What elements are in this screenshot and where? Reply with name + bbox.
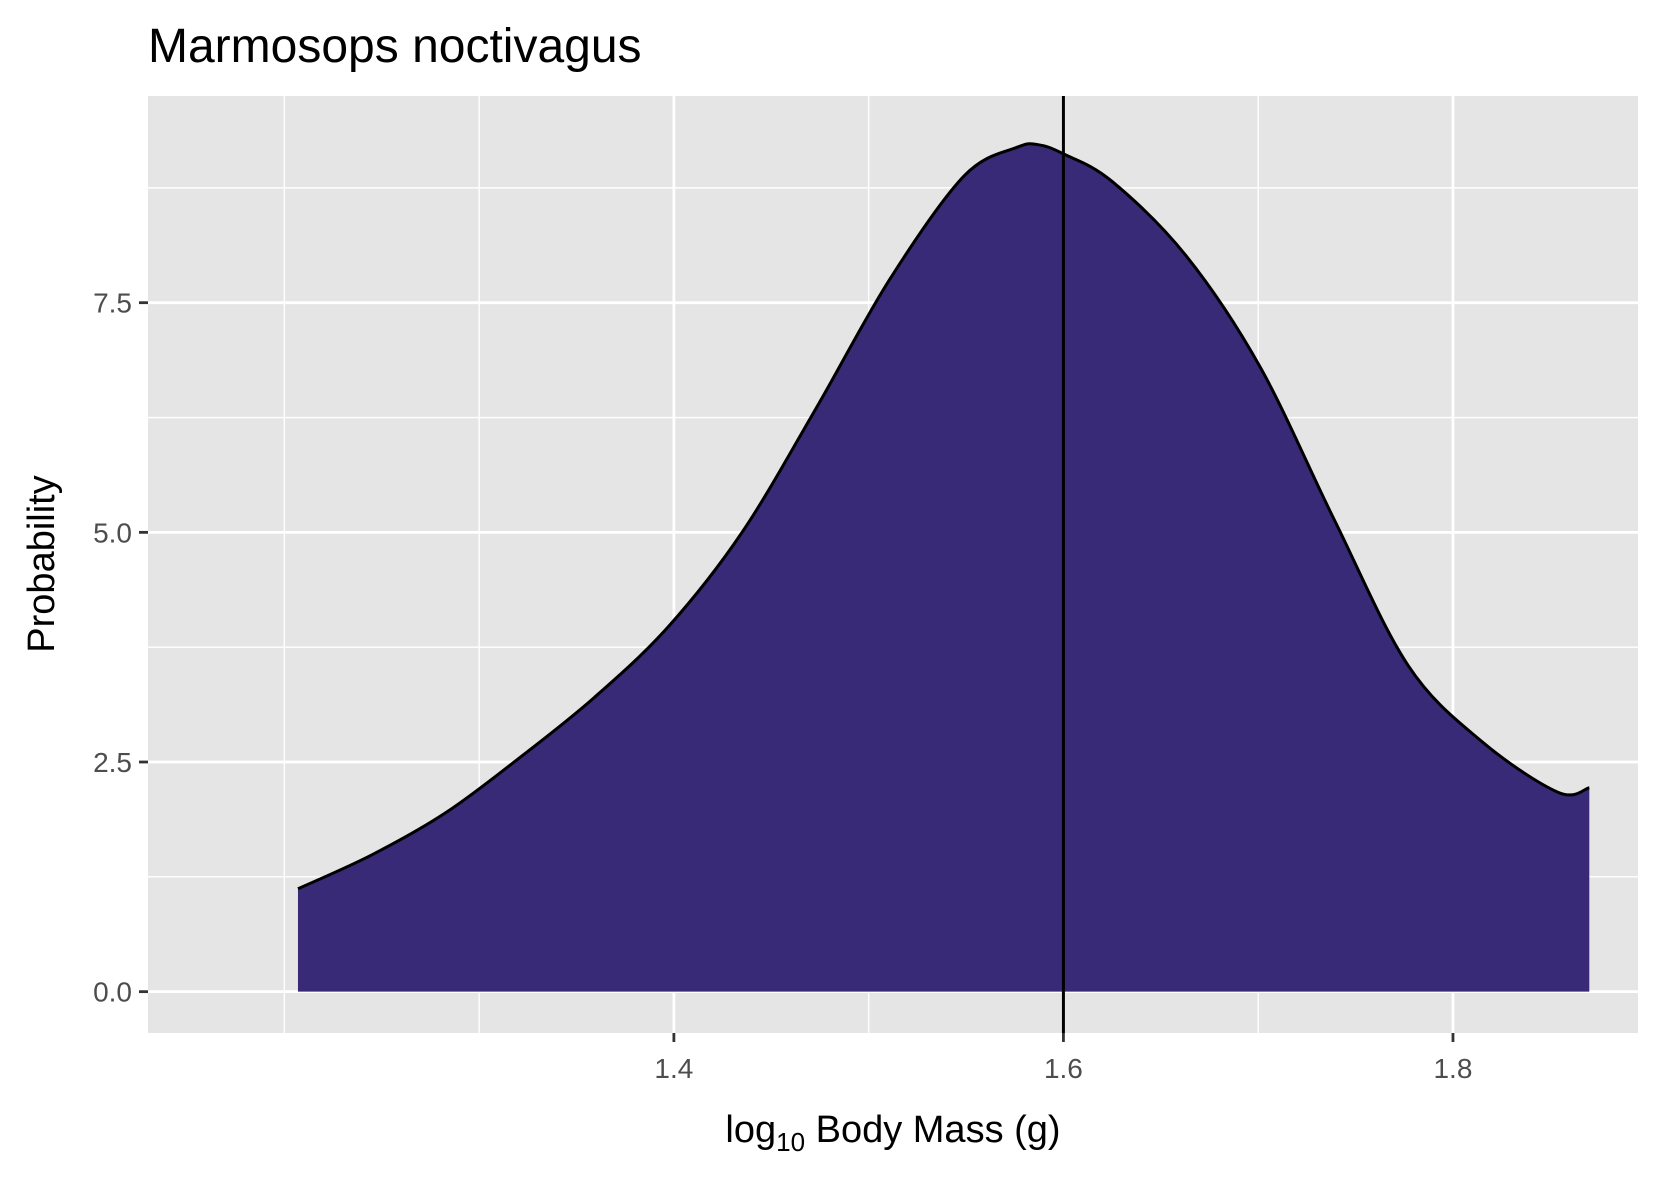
x-axis: 1.4 1.6 1.8 [654, 1033, 1472, 1084]
y-tick-label: 0.0 [93, 977, 132, 1008]
x-tick-label: 1.6 [1044, 1053, 1083, 1084]
x-axis-title-rest: Body Mass (g) [805, 1109, 1061, 1151]
x-axis-title: log10 Body Mass (g) [725, 1109, 1060, 1157]
y-tick-label: 2.5 [93, 747, 132, 778]
density-curve [297, 142, 1590, 891]
chart-title: Marmosops noctivagus [148, 20, 642, 73]
y-tick-label: 7.5 [93, 288, 132, 319]
x-tick-label: 1.8 [1433, 1053, 1472, 1084]
x-axis-title-log: log [725, 1109, 776, 1151]
density-area [297, 143, 1590, 992]
density-area-layer [297, 142, 1590, 992]
x-axis-title-subscript: 10 [776, 1127, 805, 1157]
y-tick-label: 5.0 [93, 517, 132, 548]
y-axis: 0.0 2.5 5.0 7.5 [93, 288, 148, 1008]
x-tick-label: 1.4 [654, 1053, 693, 1084]
y-axis-title: Probability [21, 475, 63, 652]
